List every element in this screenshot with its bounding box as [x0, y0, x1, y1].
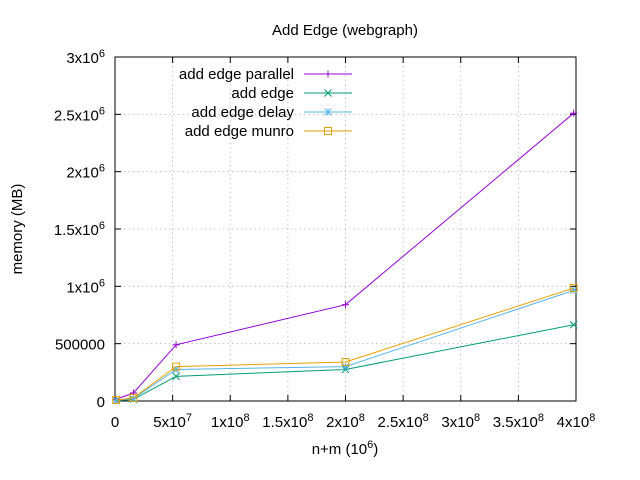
data-point: [342, 301, 349, 309]
data-point: [569, 284, 578, 293]
data-point: [172, 372, 180, 381]
x-tick-label: 2x108: [326, 412, 365, 431]
x-axis-label: n+m (106): [312, 439, 379, 458]
x-tick-label: 4x108: [557, 412, 596, 431]
x-tick-label: 0: [111, 414, 119, 431]
data-point: [569, 320, 578, 329]
x-tick-label: 1.5x108: [262, 412, 313, 431]
data-point: [570, 109, 578, 117]
data-point: [341, 358, 350, 367]
series-line: [115, 112, 575, 400]
x-tick-label: 2.5x108: [378, 412, 429, 431]
legend-marker: [324, 89, 332, 97]
y-tick-label: 2x106: [66, 163, 105, 182]
series: [112, 320, 578, 405]
data-point: [129, 393, 138, 402]
y-tick-label: 1.5x106: [54, 220, 105, 239]
legend: add edge parallel add edge add edge delay a…: [179, 66, 352, 140]
data-point: [341, 362, 350, 371]
x-tick-label: 1x108: [211, 412, 250, 431]
series-line: [116, 287, 574, 401]
legend-item: add edge munro: [185, 123, 352, 140]
y-tick-labels: 0 500000 1x106 1.5x106 2x106 2.5x106 3x106: [54, 48, 105, 411]
data-point: [172, 362, 181, 371]
legend-item: add edge: [231, 85, 352, 102]
legend-item: add edge delay: [191, 104, 352, 121]
y-tick-label: 0: [97, 394, 105, 411]
legend-label: add edge delay: [191, 104, 294, 121]
y-axis-label: memory (MB): [9, 184, 26, 275]
y-tick-label: 1x106: [66, 277, 105, 296]
y-tick-label: 3x106: [66, 48, 105, 67]
data-point: [569, 286, 578, 295]
legend-marker: [324, 127, 332, 135]
data-point: [112, 396, 121, 405]
data-point: [112, 396, 121, 405]
legend-marker: [324, 70, 332, 78]
legend-label: add edge parallel: [179, 66, 294, 83]
series: [112, 284, 578, 405]
x-tick-labels: 0 5x107 1x108 1.5x108 2x108 2.5x108 3x108 3.5x1…: [111, 412, 596, 431]
y-tick-label: 2.5x106: [54, 105, 105, 124]
y-tick-label: 500000: [55, 337, 105, 354]
legend-item: add edge parallel: [179, 66, 352, 83]
x-tick-label: 3.5x108: [493, 412, 544, 431]
chart-title: Add Edge (webgraph): [272, 22, 418, 39]
legend-marker: [324, 108, 332, 116]
x-tick-label: 5x107: [153, 412, 192, 431]
legend-label: add edge: [231, 85, 294, 102]
series-layer: [112, 109, 578, 405]
tick-marks: [114, 56, 577, 402]
legend-label: add edge munro: [185, 123, 294, 140]
series-line: [116, 289, 574, 401]
x-tick-label: 3x108: [441, 412, 480, 431]
grid: [115, 57, 576, 401]
data-point: [172, 341, 180, 349]
series-line: [116, 324, 574, 402]
